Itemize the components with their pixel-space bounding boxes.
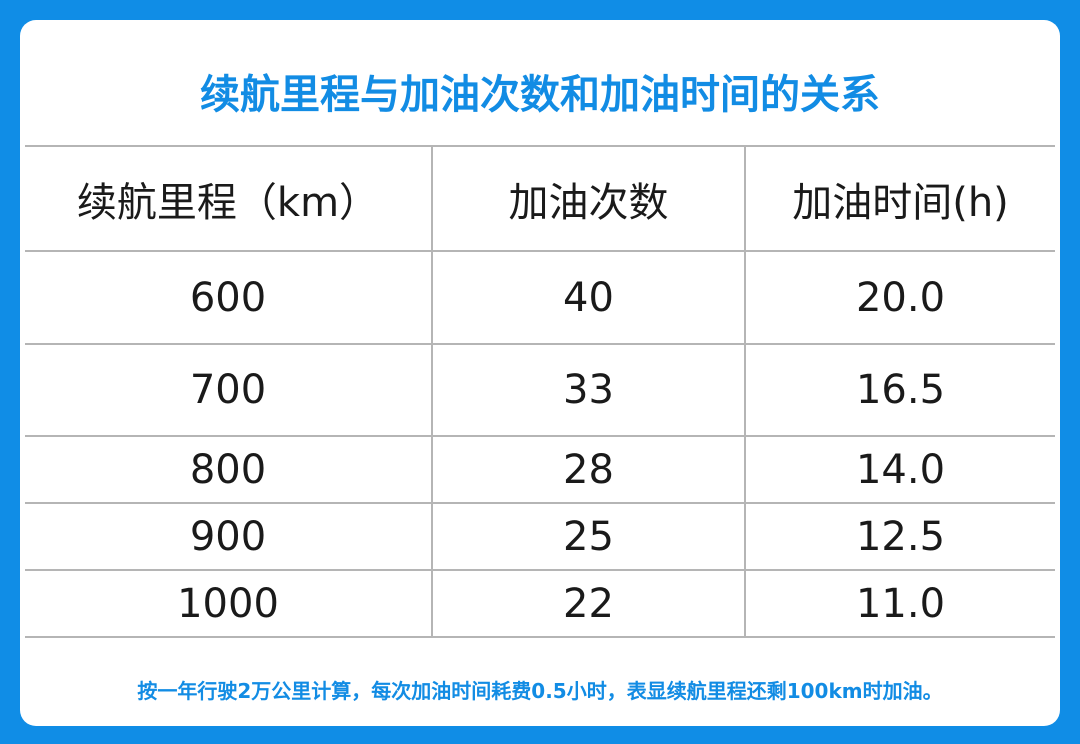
- header-cell: 加油次数: [431, 145, 745, 252]
- title: 续航里程与加油次数和加油时间的关系: [200, 72, 880, 118]
- cell: 16.5: [744, 343, 1055, 437]
- cell: 33: [431, 343, 745, 437]
- cell: 22: [431, 569, 745, 638]
- cell: 40: [431, 250, 745, 345]
- header-cell: 加油时间(h): [744, 145, 1055, 252]
- row: 700 33 16.5: [25, 343, 1055, 437]
- header-row: 续航里程（km） 加油次数 加油时间(h): [25, 145, 1055, 252]
- cell: 25: [431, 502, 745, 571]
- card: 续航里程与加油次数和加油时间的关系 续航里程（km） 加油次数 加油时间(h) 600…: [20, 20, 1060, 726]
- row: 600 40 20.0: [25, 250, 1055, 345]
- cell: 11.0: [744, 569, 1055, 638]
- cell: 900: [25, 502, 432, 571]
- row: 900 25 12.5: [25, 502, 1055, 571]
- footnote: 按一年行驶2万公里计算，每次加油时间耗费0.5小时，表显续航里程还剩100km时…: [137, 679, 943, 703]
- cell: 1000: [25, 569, 432, 638]
- row: 800 28 14.0: [25, 435, 1055, 504]
- cell: 800: [25, 435, 432, 504]
- cell: 12.5: [744, 502, 1055, 571]
- table: 续航里程（km） 加油次数 加油时间(h) 600 40 20.0 700 33 16.5 800…: [25, 145, 1055, 638]
- cell: 20.0: [744, 250, 1055, 345]
- cell: 600: [25, 250, 432, 345]
- cell: 700: [25, 343, 432, 437]
- header-cell: 续航里程（km）: [25, 145, 432, 252]
- row: 1000 22 11.0: [25, 569, 1055, 638]
- cell: 14.0: [744, 435, 1055, 504]
- cell: 28: [431, 435, 745, 504]
